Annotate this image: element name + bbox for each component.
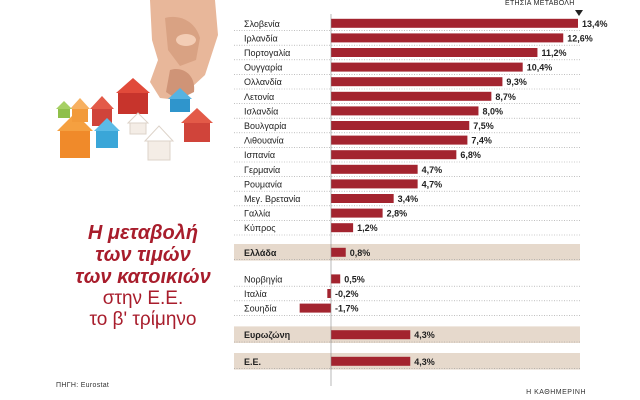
bar <box>331 164 418 174</box>
category-label: Νορβηγία <box>244 274 283 284</box>
value-label: 13,4% <box>582 19 608 29</box>
category-label: Ιταλία <box>244 289 267 299</box>
bar <box>327 289 331 298</box>
value-label: 4,7% <box>422 179 443 189</box>
bar <box>331 18 578 28</box>
value-label: 4,3% <box>414 330 435 340</box>
value-label: 9,3% <box>506 77 527 87</box>
value-label: -0,2% <box>335 289 359 299</box>
title-line-5: το β' τρίμηνο <box>89 309 197 330</box>
bar <box>331 106 479 116</box>
category-label: Λετονία <box>244 92 274 102</box>
bar <box>331 77 503 87</box>
category-label: Μεγ. Βρετανία <box>244 194 300 204</box>
white-house-small-icon <box>126 112 150 135</box>
value-label: 4,3% <box>414 357 435 367</box>
category-label: Ισπανία <box>244 150 275 160</box>
red-house-icon <box>116 78 150 114</box>
bar <box>331 330 411 340</box>
category-label: Ιρλανδία <box>244 33 278 43</box>
title-line-4: στην Ε.Ε. <box>102 288 184 309</box>
red-house-right-icon <box>181 108 213 142</box>
white-house-icon <box>143 125 175 161</box>
green-house-icon <box>56 101 72 118</box>
houses-illustration <box>52 0 232 190</box>
category-label: Κύπρος <box>244 223 276 233</box>
category-label: Λιθουανία <box>244 136 284 146</box>
value-label: -1,7% <box>335 304 359 314</box>
value-label: 10,4% <box>527 63 553 73</box>
title-line-3: των κατοικιών <box>75 266 211 288</box>
chart-title: Η μεταβολή των τιμών των κατοικιών στην … <box>52 222 234 330</box>
category-label: Ολλανδία <box>244 77 282 87</box>
orange-house-small-icon <box>70 98 90 122</box>
value-label: 3,4% <box>398 194 419 204</box>
title-line-1: Η μεταβολή <box>87 222 199 244</box>
blue-house-right-icon <box>168 88 192 112</box>
bar <box>331 179 418 189</box>
title-line-2: των τιμών <box>95 244 191 266</box>
category-label: Ελλάδα <box>244 248 277 258</box>
column-header: ΕΤΗΣΙΑ ΜΕΤΑΒΟΛΗ <box>505 0 575 7</box>
value-label: 7,4% <box>471 136 492 146</box>
bar <box>299 303 331 313</box>
value-label: 8,0% <box>482 106 503 116</box>
category-label: Ε.Ε. <box>244 357 261 367</box>
publisher-brand: Η ΚΑΘΗΜΕΡΙΝΗ <box>526 389 586 396</box>
value-label: 8,7% <box>495 92 516 102</box>
bar <box>331 62 523 72</box>
value-label: 12,6% <box>567 33 593 43</box>
category-label: Ευρωζώνη <box>244 330 290 340</box>
bar <box>331 48 538 57</box>
value-label: 0,5% <box>344 274 365 284</box>
bar <box>331 274 341 284</box>
bar <box>331 121 470 130</box>
value-label: 4,7% <box>422 165 443 175</box>
value-label: 7,5% <box>473 121 494 131</box>
highlight-band <box>234 244 580 261</box>
category-label: Βουλγαρία <box>244 121 286 131</box>
value-label: 0,8% <box>350 248 371 258</box>
bar <box>331 356 411 366</box>
category-label: Ουγγαρία <box>244 63 282 73</box>
category-label: Ισλανδία <box>244 106 278 116</box>
bar <box>331 194 394 203</box>
bar <box>331 223 354 233</box>
value-label: 11,2% <box>541 48 566 58</box>
source-note: ΠΗΓΗ: Eurostat <box>56 382 110 389</box>
bar <box>331 247 346 257</box>
bar <box>331 208 383 218</box>
value-label: 2,8% <box>387 209 408 219</box>
bar <box>331 150 457 160</box>
value-label: 6,8% <box>460 150 481 160</box>
category-label: Γαλλία <box>244 209 270 219</box>
category-label: Γερμανία <box>244 165 280 175</box>
bar <box>331 91 492 101</box>
category-label: Ρουμανία <box>244 179 282 189</box>
category-label: Πορτογαλία <box>244 48 290 58</box>
bar <box>331 33 564 43</box>
bar <box>331 135 468 145</box>
blue-house-icon <box>94 118 120 148</box>
category-label: Σουηδία <box>244 304 277 314</box>
column-header-arrow-icon <box>575 10 583 16</box>
value-label: 1,2% <box>357 223 378 233</box>
category-label: Σλοβενία <box>244 19 280 29</box>
